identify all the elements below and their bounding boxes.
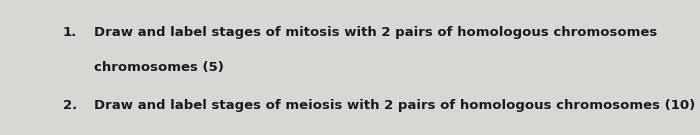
Text: 1.: 1.	[63, 26, 77, 39]
Text: 2.: 2.	[63, 99, 77, 112]
Text: Draw and label stages of meiosis with 2 pairs of homologous chromosomes (10): Draw and label stages of meiosis with 2 …	[94, 99, 696, 112]
Text: chromosomes (5): chromosomes (5)	[94, 61, 225, 74]
Text: Draw and label stages of mitosis with 2 pairs of homologous chromosomes: Draw and label stages of mitosis with 2 …	[94, 26, 658, 39]
